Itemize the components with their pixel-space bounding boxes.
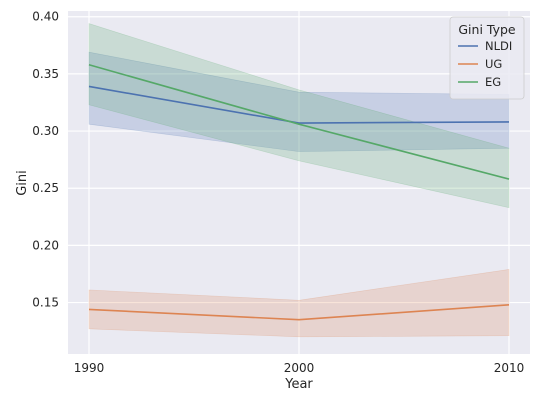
series-line-nldi bbox=[88, 85, 510, 124]
legend-items: NLDI UG EG bbox=[458, 39, 512, 89]
legend-label-nldi: NLDI bbox=[485, 39, 512, 53]
x-tick-label: 2000 bbox=[284, 361, 315, 375]
legend: Gini Type NLDI UG EG bbox=[449, 16, 525, 100]
legend-title: Gini Type bbox=[458, 22, 516, 37]
series-line-ug bbox=[88, 304, 510, 321]
legend-label-eg: EG bbox=[485, 75, 501, 89]
y-tick-label: 0.25 bbox=[32, 181, 59, 195]
series-line-eg bbox=[88, 63, 510, 180]
y-tick-label: 0.30 bbox=[32, 124, 59, 138]
legend-label-ug: UG bbox=[485, 57, 502, 71]
y-axis-label: Gini bbox=[15, 170, 30, 196]
confidence-band-nldi bbox=[88, 51, 510, 152]
y-tick-label: 0.40 bbox=[32, 10, 59, 24]
confidence-band-ug bbox=[88, 269, 510, 338]
y-tick-label: 0.35 bbox=[32, 67, 59, 81]
legend-box bbox=[449, 16, 525, 100]
y-tick-label: 0.20 bbox=[32, 238, 59, 252]
x-tick-label: 2010 bbox=[494, 361, 525, 375]
series-lines bbox=[88, 63, 510, 321]
x-axis-label: Year bbox=[284, 377, 313, 392]
y-tick-label: 0.15 bbox=[32, 296, 59, 310]
x-tick-label: 1990 bbox=[74, 361, 105, 375]
confidence-bands bbox=[88, 23, 510, 338]
confidence-band-eg bbox=[88, 23, 510, 209]
axis-ticks: 1990 2000 2010 0.15 0.20 0.25 0.30 0.35 0.40 bbox=[32, 10, 524, 375]
